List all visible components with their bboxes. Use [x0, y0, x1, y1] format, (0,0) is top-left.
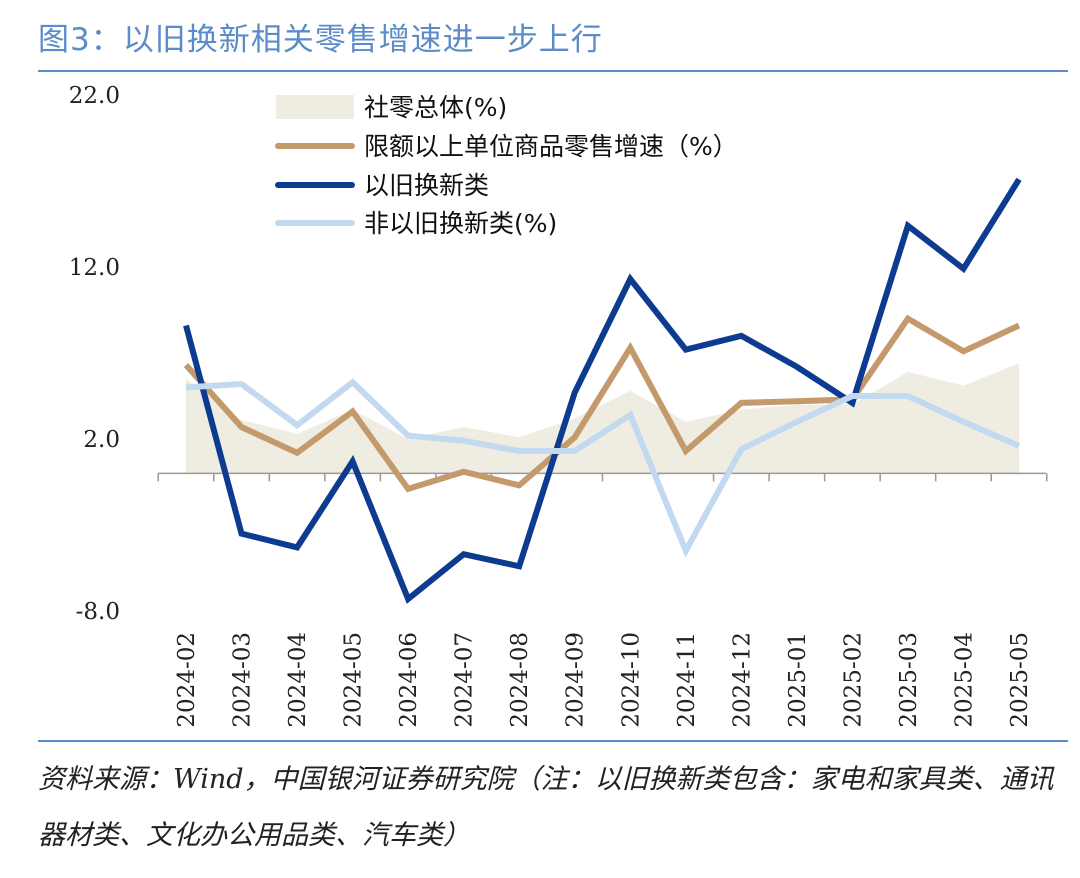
source-rule	[38, 740, 1068, 742]
x-tick-label: 2024-11	[674, 632, 700, 728]
legend-swatch	[276, 95, 354, 119]
x-tick-label: 2025-01	[785, 632, 811, 728]
x-tick-label: 2024-05	[341, 632, 367, 728]
axis-layer	[157, 472, 1048, 482]
x-tick-label: 2024-09	[563, 632, 589, 728]
x-tick-label: 2024-03	[230, 632, 256, 728]
x-tick-label: 2025-03	[896, 632, 922, 728]
x-tick-label: 2024-12	[729, 632, 755, 728]
legend-label: 社零总体(%)	[364, 93, 507, 122]
y-tick-label: 22.0	[69, 83, 120, 109]
title-underline	[38, 70, 1068, 72]
line-chart: 22.012.02.0-8.0 2024-02 2024-03 2024-04 202…	[69, 83, 1048, 728]
legend-label: 限额以上单位商品零售增速（%）	[364, 132, 738, 161]
x-tick-label: 2024-04	[285, 632, 311, 728]
chart-title: 图3：以旧换新相关零售增速进一步上行	[38, 22, 603, 58]
x-tick-label: 2024-08	[507, 632, 533, 728]
series-area-0	[186, 363, 1019, 474]
x-tick-label: 2024-07	[452, 632, 478, 728]
x-tick-label: 2024-06	[396, 632, 422, 728]
y-tick-label: 12.0	[69, 255, 120, 281]
legend-label: 以旧换新类	[364, 171, 489, 200]
area-layer	[186, 363, 1019, 474]
y-tick-label: -8.0	[76, 599, 120, 625]
y-tick-label: 2.0	[83, 427, 120, 453]
x-tick-label: 2024-02	[174, 632, 200, 728]
x-tick-label: 2025-02	[840, 632, 866, 728]
x-tick-label: 2025-04	[951, 632, 977, 728]
x-tick-label: 2025-05	[1007, 632, 1033, 728]
source-note: 资料来源：Wind，中国银河证券研究院（注：以旧换新类包含：家电和家具类、通讯器…	[38, 764, 1054, 851]
y-tick-labels: 22.0 12.0 2.0 -8.0	[69, 83, 120, 625]
series-line-1	[183, 314, 1021, 493]
x-tick-labels: 2024-02 2024-03 2024-04 2024-05 2024-06 2024-…	[174, 632, 1033, 728]
x-tick-label: 2024-10	[618, 632, 644, 728]
line-layer	[183, 177, 1022, 604]
legend-label: 非以旧换新类(%)	[364, 209, 557, 238]
series-line-2	[183, 177, 1022, 604]
series-line-3	[185, 378, 1021, 558]
